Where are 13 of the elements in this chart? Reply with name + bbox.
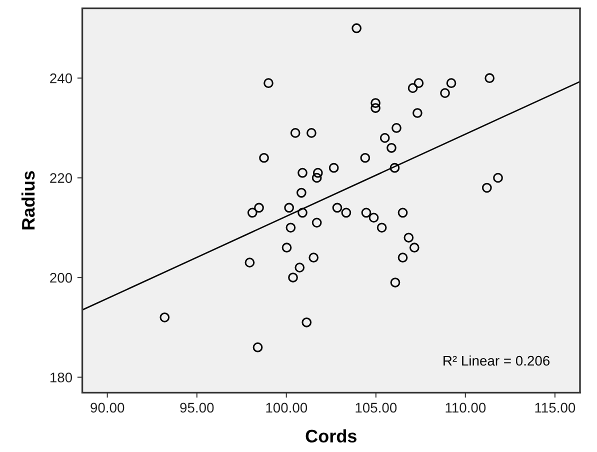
y-axis-title: Radius	[21, 171, 35, 230]
y-tick-label: 220	[50, 173, 72, 183]
x-tick-label: 90.00	[90, 402, 124, 413]
y-tick-label: 240	[50, 73, 72, 84]
y-tick-label: 180	[50, 372, 72, 382]
x-tick-label: 115.00	[535, 402, 576, 413]
x-tick-label: 100.00	[266, 402, 308, 413]
x-tick-label: 110.00	[446, 402, 486, 413]
y-tick-label: 200	[50, 272, 72, 283]
x-axis-title: Cords	[306, 429, 356, 443]
x-tick-label: 105.00	[356, 402, 397, 413]
annotation: R² Linear = 0.206	[444, 355, 550, 366]
x-tick-label: 95.00	[180, 402, 214, 413]
